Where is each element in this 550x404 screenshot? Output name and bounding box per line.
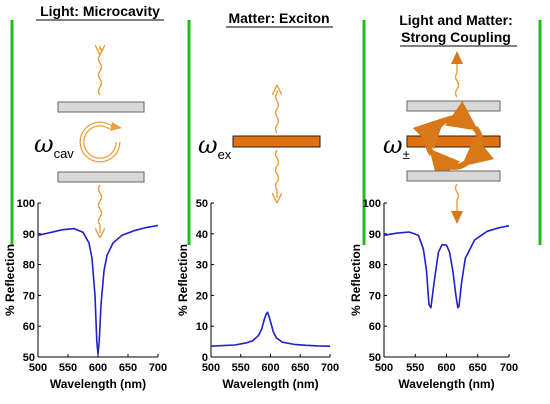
omega-cav-label: ωcav	[34, 130, 74, 161]
mirror-bottom-1	[57, 171, 145, 183]
chart-3-x-tick-label: 650	[469, 362, 487, 374]
chart-1-x-axis-label: Wavelength (nm)	[50, 377, 146, 391]
chart-3-y-tick-label: 70	[369, 290, 381, 302]
chart-3-x-axis-label: Wavelength (nm)	[398, 377, 494, 391]
chart-3-y-axis-label: % Reflection	[349, 244, 363, 316]
chart-3-y-tick-label: 50	[369, 352, 381, 364]
omega-ex-label: ωex	[198, 131, 232, 162]
photon-out-bottom-arrow-3	[454, 183, 460, 212]
chart-2-x-tick-label: 650	[291, 362, 309, 374]
photon-out-top-arrow-1	[99, 44, 102, 96]
photon-out-top-head-3	[451, 51, 463, 64]
coupling-arrow-top	[435, 101, 479, 131]
chart-2-y-axis-label: % Reflection	[176, 244, 190, 316]
chart-1-x-tick-label: 550	[59, 362, 77, 374]
exciton-layer	[232, 135, 321, 148]
mirror-bottom-3	[406, 170, 501, 182]
photon-out-bottom-arrow-2	[276, 149, 279, 198]
chart-1-x-tick-label: 700	[149, 362, 167, 374]
chart-2-reflection-curve	[210, 311, 331, 347]
chart-1-y-tick-label: 100	[17, 198, 35, 210]
chart-3-y-tick-label: 60	[369, 321, 381, 333]
chart-3-reflection-curve	[383, 225, 510, 309]
chart-3-x-tick-label: 550	[406, 362, 424, 374]
chart-1-y-tick-label: 60	[23, 321, 35, 333]
chart-1-x-tick-label: 500	[29, 362, 47, 374]
photon-out-bottom-arrow-1	[99, 184, 102, 233]
chart-2-y-tick-label: 0	[202, 352, 208, 364]
chart-1-y-tick-label: 70	[23, 290, 35, 302]
chart-1-y-tick-label: 80	[23, 260, 35, 272]
panel-3-title-line2: Strong Coupling	[401, 29, 511, 45]
exciton-layer-3	[406, 135, 501, 148]
photon-out-bottom-head-3	[451, 211, 463, 224]
coupling-arrow-bottom	[429, 148, 468, 182]
coupling-arrow-right	[461, 125, 495, 167]
chart-3-x-tick-label: 600	[437, 362, 455, 374]
chart-3-y-tick-label: 100	[363, 198, 381, 210]
panel-2-title: Matter: Exciton	[228, 10, 329, 26]
chart-2-y-tick-label: 20	[196, 290, 208, 302]
photon-out-top-arrow-2	[276, 90, 279, 134]
chart-2-x-tick-label: 600	[261, 362, 279, 374]
chart-1-y-axis-label: % Reflection	[3, 244, 17, 316]
chart-2-x-tick-label: 550	[232, 362, 250, 374]
chart-3-y-tick-label: 90	[369, 229, 381, 241]
chart-1-reflection-curve	[37, 224, 159, 355]
chart-1-y-tick-label: 50	[23, 352, 35, 364]
chart-2-y-tick-label: 50	[196, 198, 208, 210]
chart-3-x-tick-label: 700	[500, 362, 518, 374]
chart-2-x-tick-label: 700	[321, 362, 339, 374]
panel-1-title: Light: Microcavity	[40, 3, 160, 19]
coupling-arrows	[412, 101, 495, 182]
chart-2-y-tick-label: 40	[196, 229, 208, 241]
cavity-circulation-inner-1	[80, 122, 120, 162]
chart-2-x-tick-label: 500	[202, 362, 220, 374]
chart-2-y-tick-label: 10	[196, 321, 208, 333]
chart-2-y-tick-label: 30	[196, 260, 208, 272]
omega-pm-label: ω±	[383, 131, 410, 162]
chart-1-y-tick-label: 90	[23, 229, 35, 241]
chart-2-x-axis-label: Wavelength (nm)	[222, 377, 318, 391]
chart-1-x-tick-label: 650	[119, 362, 137, 374]
chart-1-x-tick-label: 600	[89, 362, 107, 374]
coupling-arrow-left	[412, 117, 445, 156]
photon-out-top-arrow-3	[454, 62, 460, 98]
cavity-circulation-head-1	[110, 122, 122, 131]
chart-3-x-tick-label: 500	[375, 362, 393, 374]
panel-3-title-line1: Light and Matter:	[399, 12, 513, 28]
chart-3-y-tick-label: 80	[369, 260, 381, 272]
mirror-top-1	[57, 101, 145, 113]
mirror-top-3	[406, 100, 501, 112]
